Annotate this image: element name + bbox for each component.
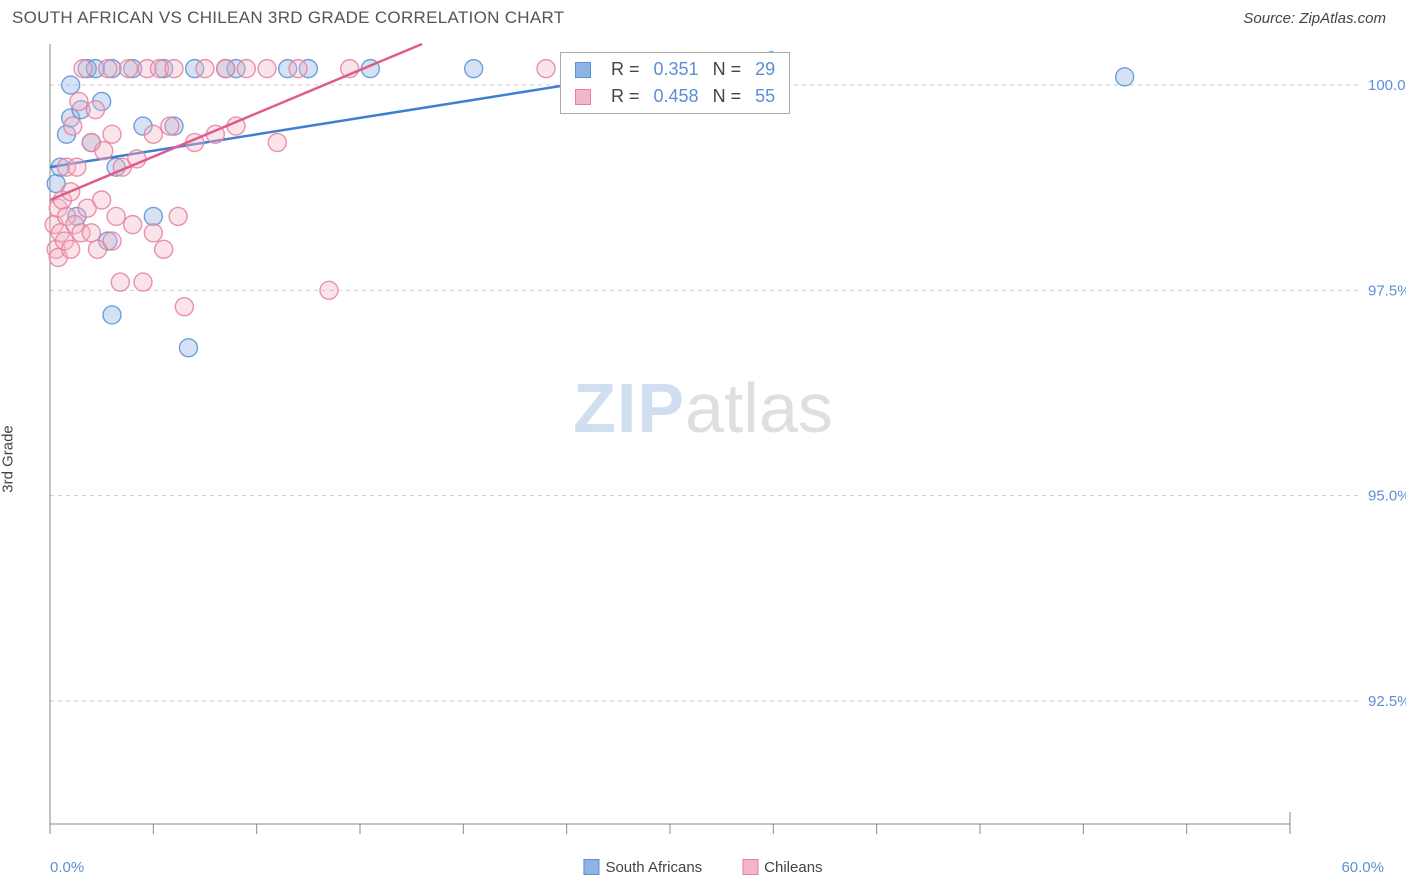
legend-swatch bbox=[575, 62, 591, 78]
chart-title: SOUTH AFRICAN VS CHILEAN 3RD GRADE CORRE… bbox=[12, 8, 564, 28]
svg-text:97.5%: 97.5% bbox=[1368, 282, 1406, 299]
r-value: 0.458 bbox=[648, 84, 705, 109]
n-label: N = bbox=[707, 57, 748, 82]
y-axis-label: 3rd Grade bbox=[0, 425, 17, 493]
source-prefix: Source: bbox=[1243, 10, 1299, 27]
r-label: R = bbox=[605, 57, 646, 82]
series-legend: South Africans Chileans bbox=[583, 859, 822, 876]
r-label: R = bbox=[605, 84, 646, 109]
legend-swatch bbox=[575, 89, 591, 105]
r-value: 0.351 bbox=[648, 57, 705, 82]
x-axis-footer: 0.0% South Africans Chileans 60.0% bbox=[0, 859, 1406, 876]
legend-item: Chileans bbox=[742, 859, 822, 876]
chart-area: 3rd Grade 100.0%97.5%95.0%92.5% ZIPatlas… bbox=[0, 34, 1406, 884]
legend-swatch bbox=[583, 859, 599, 875]
n-value: 55 bbox=[749, 84, 781, 109]
svg-text:95.0%: 95.0% bbox=[1368, 488, 1406, 505]
scatter-plot: 100.0% 97.5% 95.0% 92.5% bbox=[0, 34, 1406, 884]
x-axis-max: 60.0% bbox=[1341, 859, 1384, 876]
n-label: N = bbox=[707, 84, 748, 109]
n-value: 29 bbox=[749, 57, 781, 82]
source-name: ZipAtlas.com bbox=[1299, 10, 1386, 27]
legend-item: South Africans bbox=[583, 859, 702, 876]
svg-text:100.0%: 100.0% bbox=[1368, 77, 1406, 94]
chart-header: SOUTH AFRICAN VS CHILEAN 3RD GRADE CORRE… bbox=[0, 0, 1406, 34]
svg-text:92.5%: 92.5% bbox=[1368, 693, 1406, 710]
legend-swatch bbox=[742, 859, 758, 875]
x-axis-min: 0.0% bbox=[50, 859, 84, 876]
chart-source: Source: ZipAtlas.com bbox=[1243, 10, 1386, 27]
correlation-legend: R =0.351N =29 R =0.458N =55 bbox=[560, 52, 790, 114]
